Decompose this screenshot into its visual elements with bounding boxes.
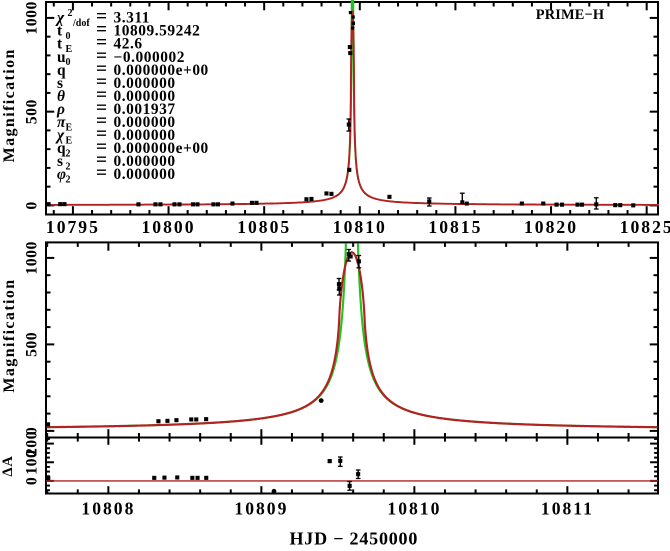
svg-text:q: q — [57, 140, 66, 157]
svg-text:=: = — [96, 72, 107, 93]
svg-text:0.000000: 0.000000 — [114, 153, 176, 170]
svg-text:10815: 10815 — [428, 217, 482, 237]
svg-text:PRIME−H: PRIME−H — [536, 7, 604, 23]
svg-text:2: 2 — [68, 8, 73, 19]
svg-text:2: 2 — [66, 175, 71, 186]
svg-text:=: = — [96, 111, 107, 132]
svg-text:q: q — [57, 62, 66, 79]
svg-text:=: = — [96, 46, 107, 67]
svg-text:=: = — [96, 7, 107, 28]
svg-text:0.000000: 0.000000 — [114, 88, 176, 105]
svg-text:Magnification: Magnification — [1, 48, 18, 162]
svg-text:=: = — [96, 150, 107, 171]
svg-text:−0.000002: −0.000002 — [114, 49, 185, 66]
svg-text:10800: 10800 — [142, 217, 196, 237]
svg-text:0: 0 — [23, 427, 40, 435]
svg-text:=: = — [96, 163, 107, 184]
svg-text:=: = — [96, 124, 107, 145]
svg-text:=: = — [96, 20, 107, 41]
svg-text:t: t — [57, 23, 63, 40]
svg-text:3.311: 3.311 — [114, 10, 151, 27]
svg-text:0: 0 — [23, 201, 40, 209]
svg-text:=: = — [96, 98, 107, 119]
svg-text:0: 0 — [23, 477, 40, 485]
svg-text:0.000000e+00: 0.000000e+00 — [114, 140, 209, 157]
svg-text:10825: 10825 — [620, 217, 670, 237]
svg-text:HJD − 2450000: HJD − 2450000 — [290, 529, 419, 547]
svg-text:s: s — [57, 75, 63, 92]
svg-text:0: 0 — [66, 31, 71, 42]
svg-text:500: 500 — [23, 332, 40, 357]
svg-text:10795: 10795 — [46, 217, 100, 237]
svg-text:χ: χ — [55, 10, 65, 27]
svg-text:0.000000: 0.000000 — [114, 127, 176, 144]
svg-text:0.000000: 0.000000 — [114, 166, 176, 183]
svg-text:E: E — [66, 136, 73, 147]
svg-text:ρ: ρ — [56, 101, 65, 118]
svg-text:2: 2 — [66, 149, 71, 160]
svg-text:1000: 1000 — [23, 241, 40, 274]
svg-text:2: 2 — [66, 162, 71, 173]
svg-text:10810: 10810 — [387, 498, 441, 518]
svg-text:42.6: 42.6 — [114, 36, 143, 53]
svg-text:θ: θ — [57, 88, 65, 105]
svg-text:s: s — [57, 153, 63, 170]
svg-text:10820: 10820 — [524, 217, 578, 237]
svg-text:=: = — [96, 85, 107, 106]
svg-text:E: E — [66, 44, 73, 55]
svg-text:10810: 10810 — [333, 217, 387, 237]
svg-text:ΔA: ΔA — [0, 455, 16, 476]
svg-text:/dof: /dof — [72, 18, 90, 29]
svg-text:χ: χ — [55, 127, 65, 144]
svg-text:0.000000: 0.000000 — [114, 75, 176, 92]
svg-text:10808: 10808 — [81, 498, 135, 518]
svg-text:t: t — [57, 36, 63, 53]
svg-text:φ: φ — [57, 166, 66, 183]
svg-text:0: 0 — [66, 57, 71, 68]
svg-text:10809.59242: 10809.59242 — [114, 23, 201, 40]
svg-text:0.001937: 0.001937 — [114, 101, 176, 118]
svg-text:u: u — [57, 49, 66, 66]
svg-text:Magnification: Magnification — [1, 278, 18, 392]
svg-text:=: = — [96, 33, 107, 54]
svg-text:=: = — [96, 137, 107, 158]
svg-text:200: 200 — [23, 431, 40, 456]
svg-text:0.000000: 0.000000 — [114, 114, 176, 131]
svg-text:π: π — [57, 114, 66, 131]
svg-text:500: 500 — [23, 99, 40, 124]
svg-text:0.000000e+00: 0.000000e+00 — [114, 62, 209, 79]
svg-text:10809: 10809 — [234, 498, 288, 518]
svg-text:1000: 1000 — [23, 1, 40, 34]
svg-text:10805: 10805 — [237, 217, 291, 237]
svg-text:=: = — [96, 59, 107, 80]
svg-text:100: 100 — [23, 450, 40, 475]
svg-text:10811: 10811 — [541, 498, 594, 518]
svg-text:E: E — [66, 123, 73, 134]
